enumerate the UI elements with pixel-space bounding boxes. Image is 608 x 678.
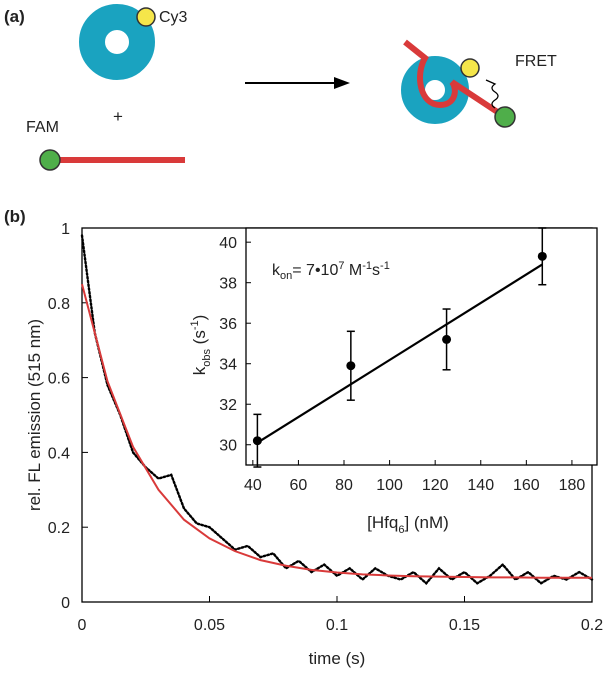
x-tick-label: 0.05 [194,617,225,634]
dye-label: FAM [26,119,59,136]
label-part: 7 [338,260,344,272]
x-tick-label: 80 [335,477,353,494]
label-part: on [280,270,292,282]
y-tick-label: 0.6 [48,371,70,388]
label-part: -1 [189,320,201,330]
cy3-dye [460,58,480,78]
data-point [252,436,262,446]
y-tick-label: 36 [219,316,237,333]
annotation: kon= 7•107 M-1s-1 [272,260,390,282]
y-axis-label: rel. FL emission (515 nm) [25,319,44,511]
cy3-dye [136,7,156,27]
label-part: ] (nM) [404,513,448,532]
fam-dye [494,106,516,128]
y-tick-label: 30 [219,438,237,455]
label-part: = 7•10 [292,262,338,279]
data-line [81,283,592,579]
x-tick-label: 0.2 [581,617,603,634]
label-part: k [272,262,281,279]
inset-y-label: kobs (s-1) [189,315,213,376]
y-tick-label: 0 [61,595,70,612]
y-tick-label: 1 [61,221,70,238]
y-tick-label: 32 [219,397,237,414]
label-part: M [344,262,362,279]
fret-label: FRET [515,53,557,70]
fit-line [256,263,543,444]
y-tick-label: 38 [219,276,237,293]
label-part: -1 [362,260,372,272]
data-point [442,334,452,344]
protein-ring [79,4,155,80]
x-tick-label: 0.15 [449,617,480,634]
plus-sign: + [113,107,123,126]
panel-label: (a) [4,7,25,26]
fam-dye [39,149,61,171]
label-part: s [372,262,380,279]
label-part: k [190,366,209,375]
panel-label: (b) [4,207,26,226]
label-part: obs [201,349,213,367]
label-part: ) [190,315,209,321]
inset-x-label: [Hfq6] (nM) [367,513,449,536]
x-tick-label: 0 [78,617,87,634]
x-tick-label: 120 [422,477,449,494]
data-line [80,234,594,586]
energy-transfer [485,79,499,109]
data-point [346,361,356,371]
label-part: [Hfq [367,513,398,532]
label-part: (s [190,330,209,349]
y-tick-label: 40 [219,235,237,252]
x-tick-label: 160 [513,477,540,494]
data-point [537,251,547,261]
x-tick-label: 180 [559,477,586,494]
x-tick-label: 0.1 [326,617,348,634]
x-tick-label: 140 [467,477,494,494]
dye-label: Cy3 [159,9,188,26]
label-part: 6 [398,524,404,536]
y-tick-label: 34 [219,357,237,374]
y-tick-label: 0.8 [48,296,70,313]
y-tick-label: 0.4 [48,445,70,462]
x-axis-label: time (s) [309,649,366,668]
arrow-head [334,77,350,89]
y-tick-label: 0.2 [48,520,70,537]
label-part: -1 [380,260,390,272]
x-tick-label: 100 [376,477,403,494]
rna-strand [403,39,507,120]
x-tick-label: 60 [290,477,308,494]
x-tick-label: 40 [244,477,262,494]
